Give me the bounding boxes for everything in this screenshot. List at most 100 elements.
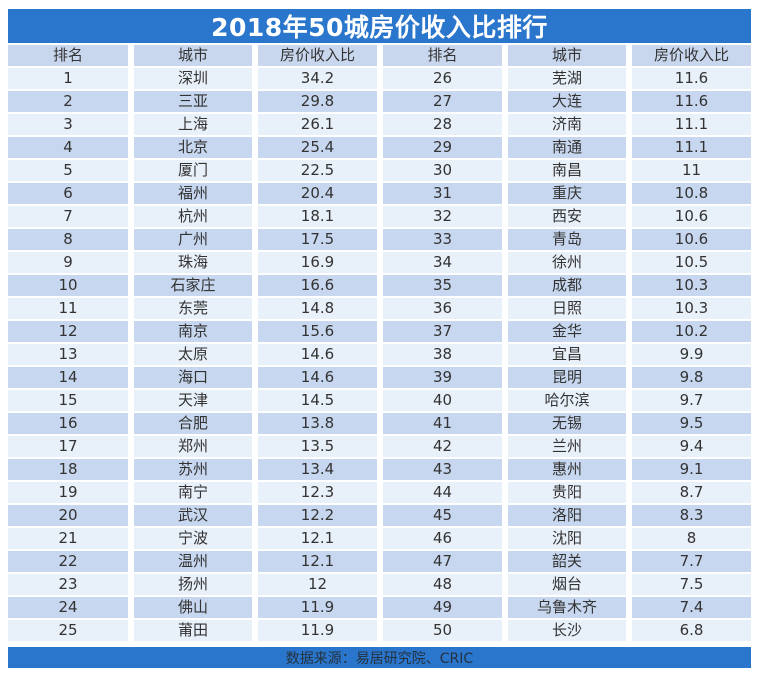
city-cell: 深圳 bbox=[134, 68, 252, 89]
ratio-cell: 9.1 bbox=[632, 459, 751, 480]
ratio-cell: 10.5 bbox=[632, 252, 751, 273]
ratio-cell: 14.5 bbox=[258, 390, 377, 411]
city-cell: 南昌 bbox=[508, 160, 626, 181]
table-header-row: 排名 城市 房价收入比 排名 城市 房价收入比 bbox=[8, 45, 751, 66]
ratio-cell: 8 bbox=[632, 528, 751, 549]
city-cell: 乌鲁木齐 bbox=[508, 597, 626, 618]
ratio-cell: 11.6 bbox=[632, 68, 751, 89]
city-cell: 宁波 bbox=[134, 528, 252, 549]
rank-cell: 18 bbox=[8, 459, 128, 480]
header-city-left: 城市 bbox=[134, 45, 252, 66]
table-row: 15 天津 14.5 40 哈尔滨 9.7 bbox=[8, 390, 751, 411]
rank-cell: 11 bbox=[8, 298, 128, 319]
ratio-cell: 6.8 bbox=[632, 620, 751, 641]
rank-cell: 17 bbox=[8, 436, 128, 457]
rank-cell: 20 bbox=[8, 505, 128, 526]
rank-cell: 4 bbox=[8, 137, 128, 158]
ratio-cell: 16.9 bbox=[258, 252, 377, 273]
rank-cell: 26 bbox=[383, 68, 502, 89]
city-cell: 昆明 bbox=[508, 367, 626, 388]
table-row: 16 合肥 13.8 41 无锡 9.5 bbox=[8, 413, 751, 434]
city-cell: 珠海 bbox=[134, 252, 252, 273]
ratio-cell: 7.5 bbox=[632, 574, 751, 595]
data-source-footer: 数据来源：易居研究院、CRIC bbox=[8, 647, 751, 668]
city-cell: 日照 bbox=[508, 298, 626, 319]
ratio-cell: 11.1 bbox=[632, 114, 751, 135]
rank-cell: 10 bbox=[8, 275, 128, 296]
rank-cell: 2 bbox=[8, 91, 128, 112]
city-cell: 上海 bbox=[134, 114, 252, 135]
rank-cell: 7 bbox=[8, 206, 128, 227]
ratio-cell: 11.6 bbox=[632, 91, 751, 112]
table-row: 13 太原 14.6 38 宜昌 9.9 bbox=[8, 344, 751, 365]
rank-cell: 13 bbox=[8, 344, 128, 365]
ranking-table: 排名 城市 房价收入比 排名 城市 房价收入比 1 深圳 34.2 26 芜湖 11.6 2… bbox=[8, 45, 751, 643]
rank-cell: 34 bbox=[383, 252, 502, 273]
table-row: 7 杭州 18.1 32 西安 10.6 bbox=[8, 206, 751, 227]
rank-cell: 37 bbox=[383, 321, 502, 342]
city-cell: 海口 bbox=[134, 367, 252, 388]
city-cell: 苏州 bbox=[134, 459, 252, 480]
rank-cell: 31 bbox=[383, 183, 502, 204]
city-cell: 南宁 bbox=[134, 482, 252, 503]
city-cell: 北京 bbox=[134, 137, 252, 158]
city-cell: 长沙 bbox=[508, 620, 626, 641]
city-cell: 莆田 bbox=[134, 620, 252, 641]
rank-cell: 22 bbox=[8, 551, 128, 572]
ratio-cell: 14.6 bbox=[258, 344, 377, 365]
city-cell: 温州 bbox=[134, 551, 252, 572]
ratio-cell: 9.7 bbox=[632, 390, 751, 411]
rank-cell: 48 bbox=[383, 574, 502, 595]
city-cell: 福州 bbox=[134, 183, 252, 204]
city-cell: 南通 bbox=[508, 137, 626, 158]
rank-cell: 5 bbox=[8, 160, 128, 181]
table-row: 12 南京 15.6 37 金华 10.2 bbox=[8, 321, 751, 342]
ratio-cell: 20.4 bbox=[258, 183, 377, 204]
table-title: 2018年50城房价收入比排行 bbox=[8, 9, 751, 43]
ratio-cell: 11 bbox=[632, 160, 751, 181]
city-cell: 贵阳 bbox=[508, 482, 626, 503]
ratio-cell: 9.9 bbox=[632, 344, 751, 365]
table-row: 11 东莞 14.8 36 日照 10.3 bbox=[8, 298, 751, 319]
rank-cell: 15 bbox=[8, 390, 128, 411]
table-row: 19 南宁 12.3 44 贵阳 8.7 bbox=[8, 482, 751, 503]
ratio-cell: 34.2 bbox=[258, 68, 377, 89]
city-cell: 厦门 bbox=[134, 160, 252, 181]
rank-cell: 46 bbox=[383, 528, 502, 549]
ratio-cell: 13.5 bbox=[258, 436, 377, 457]
city-cell: 烟台 bbox=[508, 574, 626, 595]
city-cell: 青岛 bbox=[508, 229, 626, 250]
city-cell: 洛阳 bbox=[508, 505, 626, 526]
ratio-cell: 8.3 bbox=[632, 505, 751, 526]
city-cell: 合肥 bbox=[134, 413, 252, 434]
table-row: 2 三亚 29.8 27 大连 11.6 bbox=[8, 91, 751, 112]
ratio-cell: 10.6 bbox=[632, 229, 751, 250]
table-row: 17 郑州 13.5 42 兰州 9.4 bbox=[8, 436, 751, 457]
table-row: 20 武汉 12.2 45 洛阳 8.3 bbox=[8, 505, 751, 526]
rank-cell: 42 bbox=[383, 436, 502, 457]
ratio-cell: 9.5 bbox=[632, 413, 751, 434]
city-cell: 扬州 bbox=[134, 574, 252, 595]
header-rank-right: 排名 bbox=[383, 45, 502, 66]
rank-cell: 3 bbox=[8, 114, 128, 135]
city-cell: 天津 bbox=[134, 390, 252, 411]
city-cell: 三亚 bbox=[134, 91, 252, 112]
rank-cell: 8 bbox=[8, 229, 128, 250]
ratio-cell: 12.2 bbox=[258, 505, 377, 526]
ratio-cell: 12 bbox=[258, 574, 377, 595]
city-cell: 太原 bbox=[134, 344, 252, 365]
rank-cell: 40 bbox=[383, 390, 502, 411]
header-ratio-right: 房价收入比 bbox=[632, 45, 751, 66]
ratio-cell: 13.8 bbox=[258, 413, 377, 434]
rank-cell: 12 bbox=[8, 321, 128, 342]
ratio-cell: 29.8 bbox=[258, 91, 377, 112]
rank-cell: 49 bbox=[383, 597, 502, 618]
rank-cell: 41 bbox=[383, 413, 502, 434]
rank-cell: 32 bbox=[383, 206, 502, 227]
rank-cell: 6 bbox=[8, 183, 128, 204]
ratio-cell: 15.6 bbox=[258, 321, 377, 342]
city-cell: 韶关 bbox=[508, 551, 626, 572]
table-row: 5 厦门 22.5 30 南昌 11 bbox=[8, 160, 751, 181]
rank-cell: 35 bbox=[383, 275, 502, 296]
table-row: 3 上海 26.1 28 济南 11.1 bbox=[8, 114, 751, 135]
